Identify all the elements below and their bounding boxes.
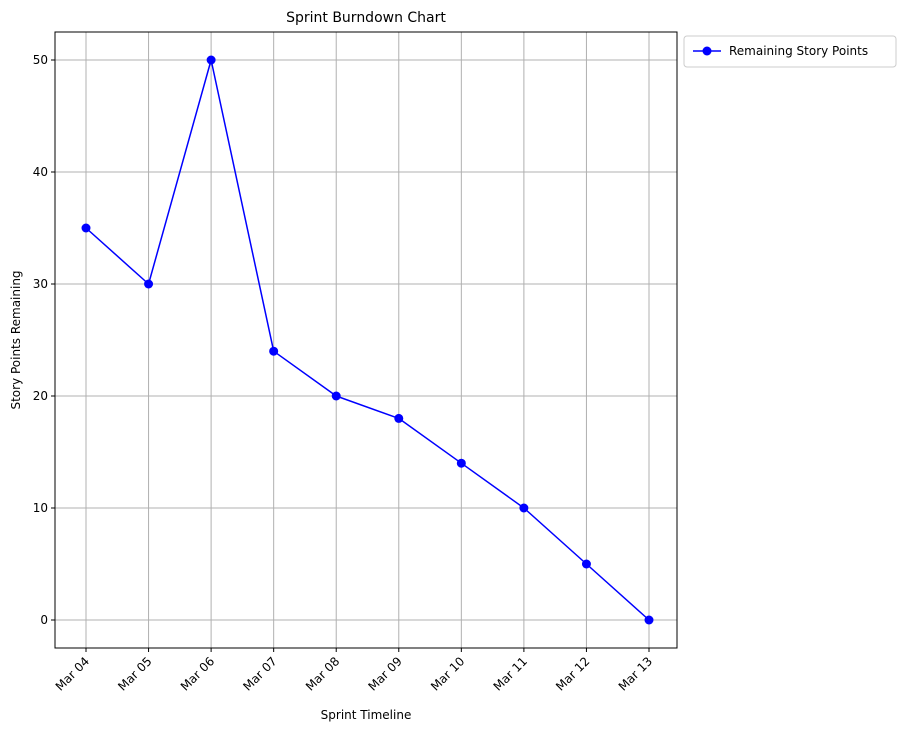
y-axis-label: Story Points Remaining: [9, 270, 23, 409]
data-point: [144, 279, 154, 289]
legend-entry-remaining-story-points: Remaining Story Points: [729, 44, 868, 58]
x-axis-label: Sprint Timeline: [321, 708, 412, 722]
legend-box: [683, 35, 897, 68]
y-tick-label: 50: [33, 53, 48, 67]
axes-frame: [54, 31, 678, 649]
axes-spine: [54, 31, 678, 649]
y-tick-label: 0: [40, 613, 48, 627]
grid-lines: [55, 32, 677, 648]
data-point: [206, 55, 216, 65]
data-point: [81, 223, 91, 233]
data-point: [394, 413, 404, 423]
legend-marker-sample: [702, 46, 712, 56]
y-tick-label: 20: [33, 389, 48, 403]
y-tick-label: 10: [33, 501, 48, 515]
y-tick-label: 30: [33, 277, 48, 291]
chart-title: Sprint Burndown Chart: [286, 10, 446, 26]
data-point: [456, 458, 466, 468]
data-point: [269, 346, 279, 356]
series-line-remaining-story-points: [85, 59, 650, 621]
legend: Remaining Story Points: [683, 35, 897, 68]
y-tick-label: 40: [33, 165, 48, 179]
data-point: [331, 391, 341, 401]
series-layer: [81, 55, 654, 625]
data-point: [644, 615, 654, 625]
data-point: [581, 559, 591, 569]
plot-area: [55, 32, 677, 648]
data-point: [519, 503, 529, 513]
